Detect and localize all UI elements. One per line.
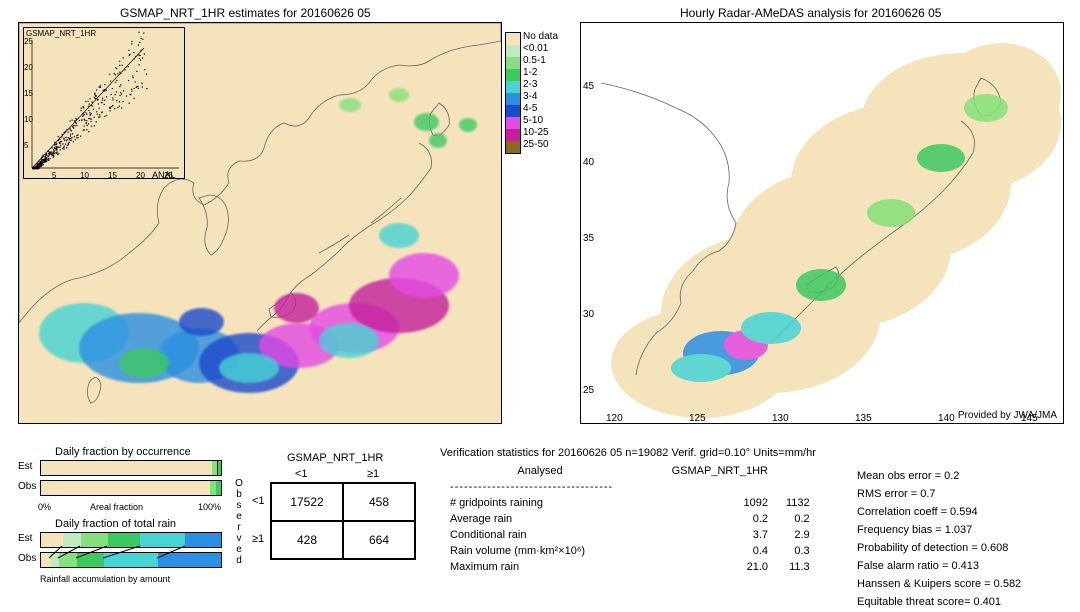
legend-label: <0.01 xyxy=(523,43,548,54)
stat-gsmap: 11.3 xyxy=(778,560,818,574)
svg-text:15: 15 xyxy=(24,89,33,98)
contingency-row-header: ≥1 xyxy=(252,533,264,545)
bar-row xyxy=(40,532,222,548)
bar-row-label: Est xyxy=(18,533,32,544)
bar-row-label: Obs xyxy=(18,553,36,564)
contingency-col-header: ≥1 xyxy=(367,468,379,480)
legend-label: 10-25 xyxy=(523,127,549,138)
stat-label: # gridpoints raining xyxy=(442,496,638,510)
contingency-cell: 664 xyxy=(343,521,415,559)
metric-line: Frequency bias = 1.037 xyxy=(857,521,1021,539)
svg-text:25: 25 xyxy=(24,37,33,46)
right-map-attribution: Provided by JWA/JMA xyxy=(958,410,1057,421)
contingency-col-header: <1 xyxy=(295,468,308,480)
stat-label: Conditional rain xyxy=(442,528,638,542)
bar-row-label: Est xyxy=(18,461,32,472)
metric-line: Correlation coeff = 0.594 xyxy=(857,503,1021,521)
svg-text:20: 20 xyxy=(136,171,145,178)
left-map-panel: GSMAP_NRT_1HR 510152025 510152025 ANAL xyxy=(18,22,502,424)
right-map-panel: 120125130135140145 2530354045 Provided b… xyxy=(580,22,1064,424)
stat-analysed: 21.0 xyxy=(640,560,776,574)
svg-text:10: 10 xyxy=(24,115,33,124)
stat-gsmap: 2.9 xyxy=(778,528,818,542)
svg-text:135: 135 xyxy=(855,413,872,423)
bars-footer: Rainfall accumulation by amount xyxy=(40,574,170,584)
verification-title: Verification statistics for 20160626 05 … xyxy=(440,447,816,459)
contingency-cell: 428 xyxy=(271,521,343,559)
stat-analysed: 3.7 xyxy=(640,528,776,542)
svg-text:20: 20 xyxy=(24,63,33,72)
svg-text:35: 35 xyxy=(583,233,595,244)
contingency-cell: 458 xyxy=(343,483,415,521)
verification-metrics: Mean obs error = 0.2RMS error = 0.7Corre… xyxy=(857,467,1021,611)
metric-line: Hanssen & Kuipers score = 0.582 xyxy=(857,575,1021,593)
legend-label: 0.5-1 xyxy=(523,55,546,66)
metric-line: False alarm ratio = 0.413 xyxy=(857,557,1021,575)
stat-label: Average rain xyxy=(442,512,638,526)
legend-label: 2-3 xyxy=(523,79,537,90)
legend-label: 3-4 xyxy=(523,91,537,102)
svg-text:40: 40 xyxy=(583,157,595,168)
contingency-observed-label: Observed xyxy=(234,478,244,566)
stat-analysed: 0.2 xyxy=(640,512,776,526)
bar-row xyxy=(40,480,222,496)
svg-text:30: 30 xyxy=(583,309,595,320)
color-legend xyxy=(505,32,521,154)
metric-line: Equitable threat score= 0.401 xyxy=(857,593,1021,611)
metric-line: Mean obs error = 0.2 xyxy=(857,467,1021,485)
svg-text:15: 15 xyxy=(108,171,117,178)
right-map-title: Hourly Radar-AMeDAS analysis for 2016062… xyxy=(680,6,941,20)
bar-row-label: Obs xyxy=(18,481,36,492)
legend-label: 25-50 xyxy=(523,139,549,150)
metric-line: RMS error = 0.7 xyxy=(857,485,1021,503)
left-map-title: GSMAP_NRT_1HR estimates for 20160626 05 xyxy=(120,6,371,20)
legend-label: No data xyxy=(523,31,558,42)
legend-label: 4-5 xyxy=(523,103,537,114)
verification-table: AnalysedGSMAP_NRT_1HR-------------------… xyxy=(440,462,820,576)
svg-text:25: 25 xyxy=(583,385,595,396)
svg-text:10: 10 xyxy=(80,171,89,178)
svg-text:5: 5 xyxy=(52,171,57,178)
svg-text:140: 140 xyxy=(938,413,955,423)
svg-text:ANAL: ANAL xyxy=(152,170,176,178)
svg-text:45: 45 xyxy=(583,81,595,92)
occurrence-title: Daily fraction by occurrence xyxy=(55,446,191,458)
bar-row xyxy=(40,552,222,568)
stat-analysed: 0.4 xyxy=(640,544,776,558)
svg-text:125: 125 xyxy=(689,413,706,423)
svg-text:120: 120 xyxy=(606,413,623,423)
stat-analysed: 1092 xyxy=(640,496,776,510)
contingency-cell: 17522 xyxy=(271,483,343,521)
stat-label: Maximum rain xyxy=(442,560,638,574)
stat-label: Rain volume (mm·km²×10⁶) xyxy=(442,544,638,558)
total-rain-title: Daily fraction of total rain xyxy=(55,518,176,530)
legend-label: 5-10 xyxy=(523,115,543,126)
stat-gsmap: 0.2 xyxy=(778,512,818,526)
metric-line: Probability of detection = 0.608 xyxy=(857,539,1021,557)
legend-label: 1-2 xyxy=(523,67,537,78)
contingency-row-header: <1 xyxy=(252,495,265,507)
stat-gsmap: 0.3 xyxy=(778,544,818,558)
contingency-title: GSMAP_NRT_1HR xyxy=(287,452,383,464)
bar-row xyxy=(40,460,222,476)
svg-text:130: 130 xyxy=(772,413,789,423)
stat-gsmap: 1132 xyxy=(778,496,818,510)
svg-text:5: 5 xyxy=(24,141,29,150)
